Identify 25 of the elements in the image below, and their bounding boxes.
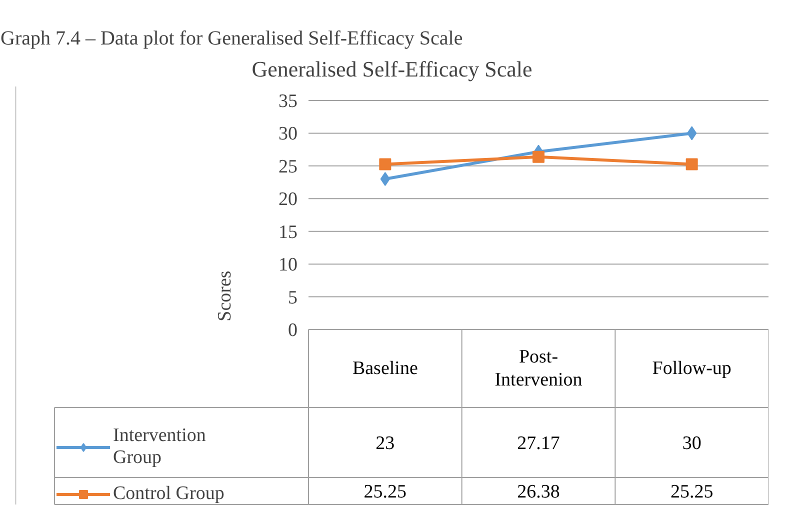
data-label: 25.25 — [670, 482, 714, 502]
y-tick-label: 25 — [278, 156, 298, 178]
legend-label: Intervention Group — [113, 425, 206, 469]
data-label: 30 — [682, 433, 702, 454]
x-tick-label: Post- Intervenion — [494, 346, 583, 391]
x-tick-label: Follow-up — [652, 358, 732, 379]
data-label: 27.17 — [517, 433, 560, 454]
data-label: 25.25 — [364, 482, 407, 502]
chart-title: Generalised Self-Efficacy Scale — [252, 56, 532, 82]
y-tick-label: 15 — [278, 222, 298, 243]
data-label: 26.38 — [517, 482, 560, 502]
point — [686, 158, 698, 170]
data-label: 23 — [376, 433, 395, 454]
y-tick-label: 30 — [278, 124, 298, 145]
point — [532, 150, 544, 163]
y-tick-label: 20 — [278, 189, 298, 210]
y-tick-label: 0 — [288, 320, 298, 341]
y-tick-label: 35 — [278, 91, 298, 112]
y-axis-title: Scores — [214, 270, 236, 322]
legend-label: Control Group — [113, 483, 224, 505]
y-tick-label: 5 — [288, 287, 298, 308]
caption: Graph 7.4 – Data plot for Generalised Self-Efficacy Scale — [0, 28, 463, 50]
x-tick-label: Baseline — [352, 358, 418, 379]
point — [379, 158, 392, 170]
y-tick-label: 10 — [278, 254, 298, 276]
